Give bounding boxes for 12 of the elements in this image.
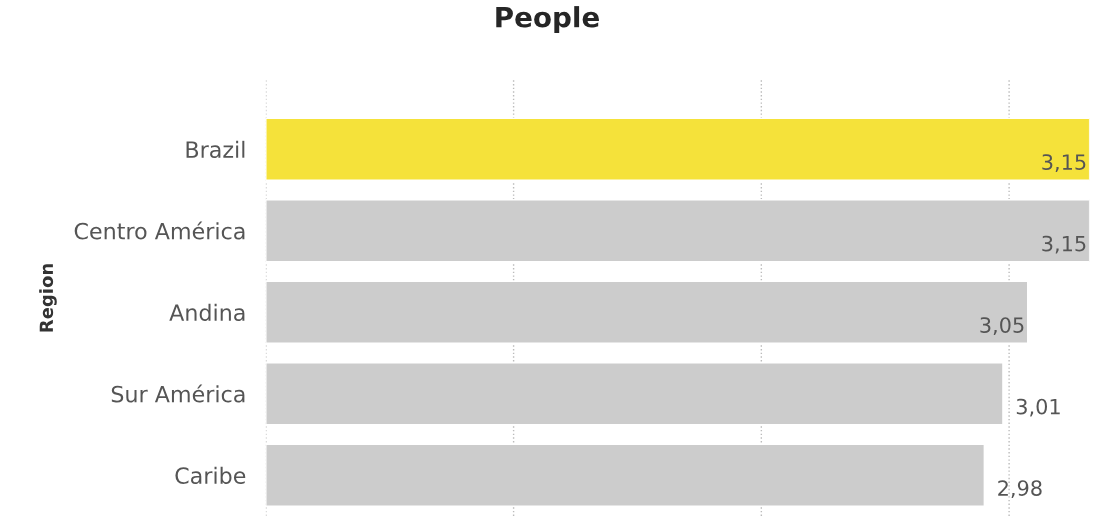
chart-title: People [496, 6, 599, 33]
data-label: 3,01 [1016, 398, 1060, 417]
y-tick-label: Caribe [175, 466, 246, 485]
data-label: 2,98 [998, 480, 1042, 499]
y-tick-label: Andina [169, 303, 245, 322]
data-label: 3,15 [1042, 235, 1086, 254]
y-tick-label: Sur América [111, 384, 245, 403]
data-label: 3,05 [980, 317, 1024, 336]
data-label: 3,15 [1042, 154, 1086, 173]
y-axis-title: Region [39, 264, 57, 332]
y-tick-label: Centro América [74, 221, 245, 240]
y-tick-label: Brazil [186, 140, 245, 159]
